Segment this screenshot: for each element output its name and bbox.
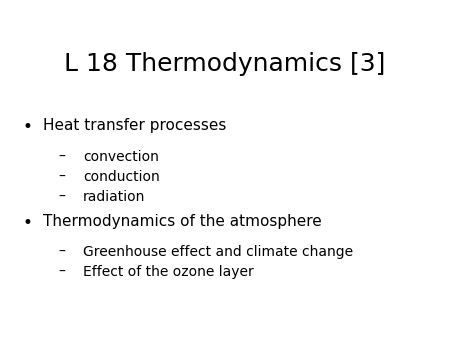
- Text: •: •: [22, 214, 32, 232]
- Text: conduction: conduction: [83, 170, 160, 184]
- Text: –: –: [58, 245, 65, 259]
- Text: Heat transfer processes: Heat transfer processes: [43, 118, 226, 133]
- Text: –: –: [58, 265, 65, 279]
- Text: –: –: [58, 150, 65, 164]
- Text: –: –: [58, 190, 65, 204]
- Text: Effect of the ozone layer: Effect of the ozone layer: [83, 265, 254, 279]
- Text: convection: convection: [83, 150, 159, 164]
- Text: •: •: [22, 118, 32, 136]
- Text: Thermodynamics of the atmosphere: Thermodynamics of the atmosphere: [43, 214, 321, 229]
- Text: L 18 Thermodynamics [3]: L 18 Thermodynamics [3]: [64, 52, 386, 76]
- Text: –: –: [58, 170, 65, 184]
- Text: radiation: radiation: [83, 190, 146, 204]
- Text: Greenhouse effect and climate change: Greenhouse effect and climate change: [83, 245, 353, 259]
